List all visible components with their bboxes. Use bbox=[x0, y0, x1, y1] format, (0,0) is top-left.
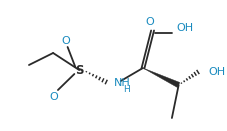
Text: H: H bbox=[122, 84, 129, 94]
Text: O: O bbox=[61, 36, 70, 46]
Text: NH: NH bbox=[114, 78, 130, 88]
Text: OH: OH bbox=[208, 67, 225, 77]
Polygon shape bbox=[142, 68, 179, 88]
Text: OH: OH bbox=[176, 23, 193, 33]
Text: O: O bbox=[49, 92, 58, 102]
Text: O: O bbox=[145, 17, 153, 27]
Text: S: S bbox=[75, 64, 83, 77]
